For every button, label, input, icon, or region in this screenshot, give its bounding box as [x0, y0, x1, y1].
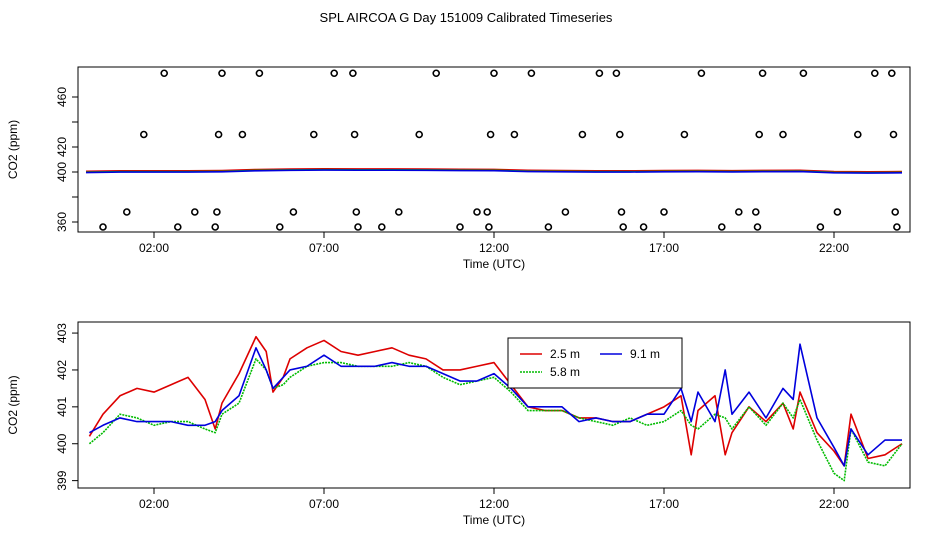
scatter-point [887, 69, 896, 78]
scatter-point [238, 130, 247, 139]
scatter-point [833, 208, 842, 216]
scatter-point [617, 208, 626, 216]
scatter-point [816, 223, 825, 231]
scatter-point [753, 223, 762, 231]
y-tick-label: 460 [55, 87, 69, 107]
x-tick-label: 17:00 [649, 497, 679, 511]
series-line-red [85, 167, 903, 173]
x-tick-label: 12:00 [479, 497, 509, 511]
scatter-point [615, 130, 624, 139]
scatter-point [415, 130, 424, 139]
scatter-point [751, 208, 760, 216]
bottom-panel: 02:00 07:00 12:00 17:00 22:00 399 400 401 402 403… [6, 321, 911, 527]
scatter-point [891, 208, 900, 216]
scatter-point [255, 69, 264, 78]
y-tick-label: 399 [55, 470, 69, 490]
x-tick-label: 22:00 [819, 241, 849, 255]
scatter-point [561, 208, 570, 216]
scatter-point [717, 223, 726, 231]
y-tick-label: 400 [55, 162, 69, 182]
scatter-point [870, 69, 879, 78]
series-line-5-8-m [88, 358, 903, 482]
scatter-point [289, 208, 298, 216]
scatter-point [758, 69, 767, 78]
legend-label: 9.1 m [630, 347, 660, 361]
y-axis-label: CO2 (ppm) [6, 120, 20, 179]
legend: 2.5 m 9.1 m 5.8 m [507, 337, 683, 389]
scatter-point [485, 223, 493, 231]
scatter-point [889, 130, 898, 139]
scatter-point [123, 208, 131, 216]
scatter-point [734, 208, 743, 216]
scatter-point [799, 69, 808, 78]
scatter-point [394, 208, 403, 216]
scatter-point [893, 223, 901, 231]
scatter-point [352, 208, 361, 216]
y-axis-label: CO2 (ppm) [6, 375, 20, 434]
x-tick-label: 17:00 [649, 241, 679, 255]
scatter-point [213, 208, 221, 216]
scatter-point [354, 223, 362, 231]
scatter-point [160, 69, 168, 78]
y-tick-label: 401 [55, 397, 69, 417]
series-line-9-1-m [89, 343, 902, 467]
x-tick-label: 07:00 [309, 241, 339, 255]
figure-title: SPL AIRCOA G Day 151009 Calibrated Times… [320, 10, 613, 25]
scatter-point [595, 69, 604, 78]
x-tick-label: 12:00 [479, 241, 509, 255]
scatter-point [578, 130, 587, 139]
scatter-point [490, 69, 498, 78]
scatter-point [432, 69, 441, 78]
legend-box [507, 337, 683, 389]
scatter-point [680, 130, 689, 139]
scatter-point [350, 130, 359, 139]
top-panel: 02:00 07:00 12:00 17:00 22:00 360 400 420 460 Tim… [6, 66, 911, 271]
y-tick-label: 360 [55, 212, 69, 232]
scatter-point [660, 208, 668, 216]
scatter-point [612, 69, 621, 78]
scatter-point [486, 130, 495, 139]
legend-label: 2.5 m [550, 347, 580, 361]
scatter-point [214, 130, 223, 139]
series-line-blue [85, 169, 903, 174]
scatter-point [639, 223, 648, 231]
series-line-2-5-m [88, 335, 903, 467]
scatter-point [349, 69, 357, 78]
scatter-point [99, 223, 107, 231]
scatter-point [330, 69, 339, 78]
legend-label: 5.8 m [550, 365, 580, 379]
x-tick-label: 22:00 [819, 497, 849, 511]
x-tick-label: 07:00 [309, 497, 339, 511]
scatter-point [853, 130, 862, 139]
scatter-point [527, 69, 536, 78]
x-axis-label: Time (UTC) [463, 513, 525, 527]
scatter-point [174, 223, 182, 231]
y-tick-label: 400 [55, 433, 69, 453]
scatter-point [510, 130, 519, 139]
scatter-point [779, 130, 787, 139]
x-tick-label: 02:00 [139, 241, 169, 255]
scatter-point [456, 223, 464, 231]
scatter-point [755, 130, 764, 139]
scatter-point [309, 130, 318, 139]
y-tick-label: 402 [55, 360, 69, 380]
x-axis-label: Time (UTC) [463, 257, 525, 271]
y-tick-label: 403 [55, 323, 69, 343]
scatter-point [377, 223, 386, 231]
scatter-point [473, 208, 481, 216]
scatter-point [697, 69, 706, 78]
scatter-point [211, 223, 219, 231]
scatter-point [619, 223, 628, 231]
scatter-point [544, 223, 553, 231]
plot-frame [77, 66, 911, 233]
scatter-point [140, 130, 148, 139]
scatter-point [275, 223, 284, 231]
y-tick-label: 420 [55, 137, 69, 157]
scatter-point [483, 208, 492, 216]
x-tick-label: 02:00 [139, 497, 169, 511]
scatter-point [218, 69, 226, 78]
scatter-point [191, 208, 199, 216]
